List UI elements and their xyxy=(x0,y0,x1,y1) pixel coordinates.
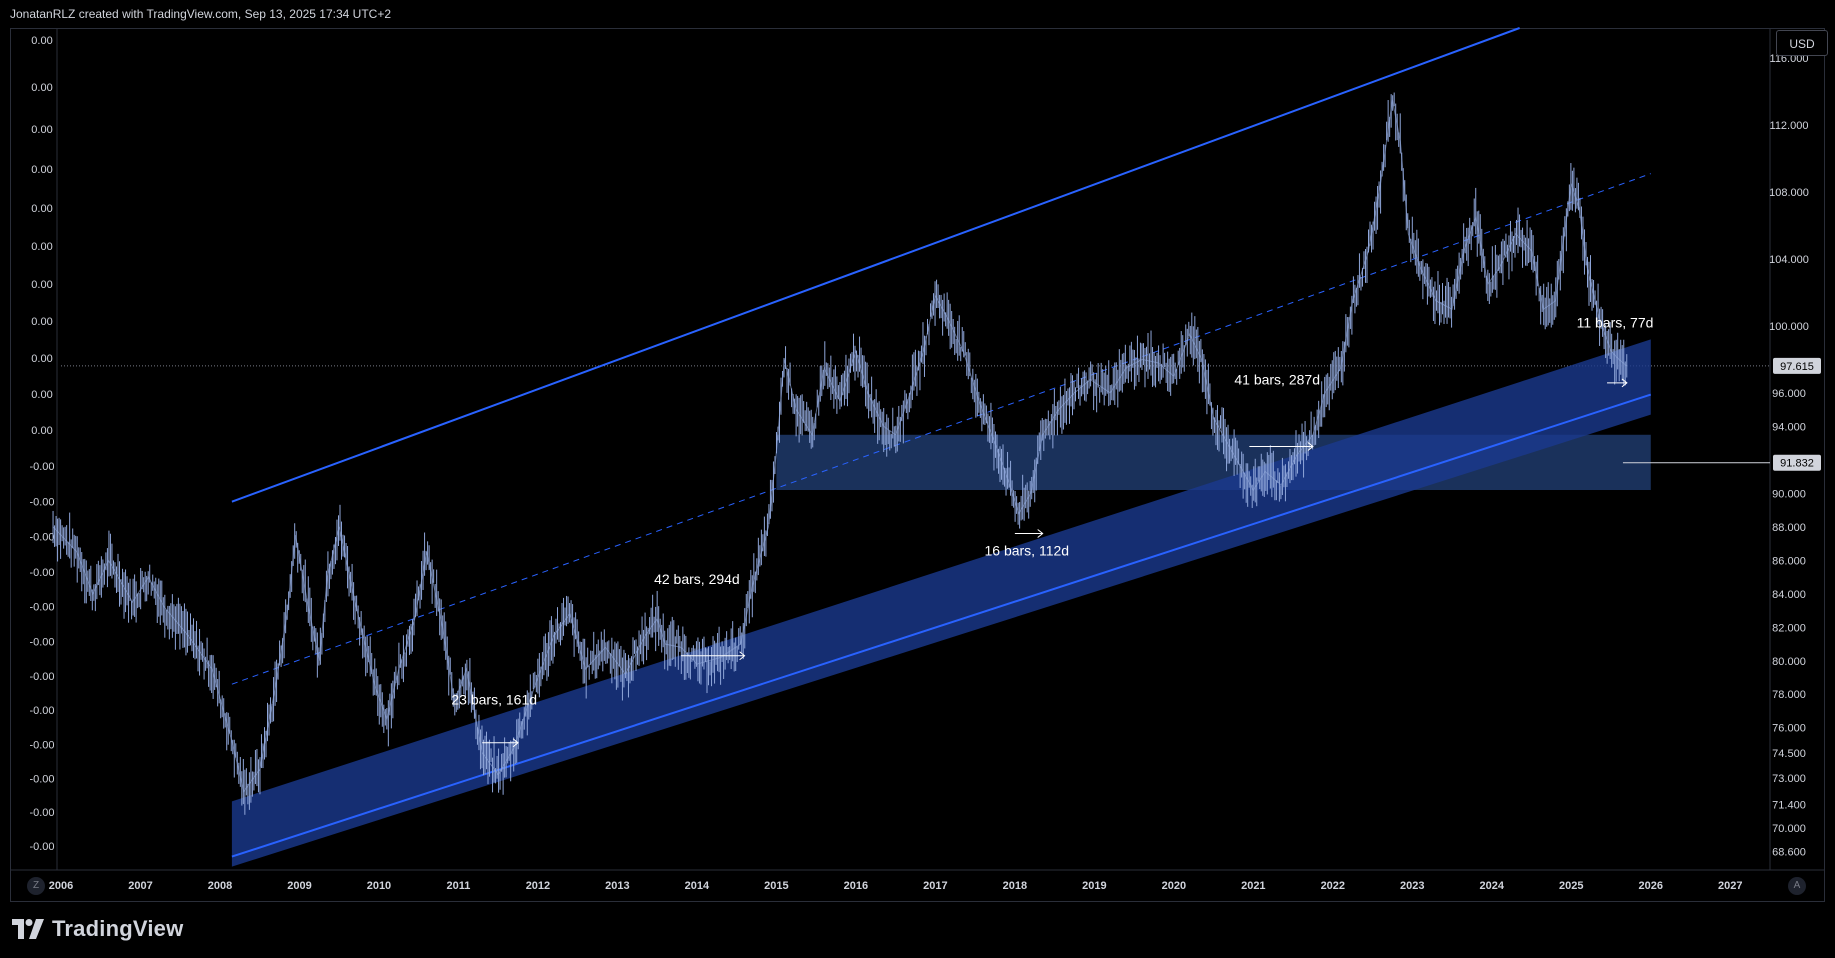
left-tick-label: 0.00 xyxy=(31,353,52,365)
x-tick-label: 2024 xyxy=(1480,880,1505,892)
left-tick-label: -0.00 xyxy=(29,567,54,579)
right-tick-label: 68.600 xyxy=(1772,847,1806,859)
x-tick-label: 2022 xyxy=(1321,880,1345,892)
bars-pattern-label[interactable]: 23 bars, 161d xyxy=(451,691,537,707)
x-tick-label: 2018 xyxy=(1003,880,1027,892)
left-tick-label: -0.00 xyxy=(29,773,54,785)
left-tick-label: 0.00 xyxy=(31,425,52,437)
right-tick-label: 80.000 xyxy=(1772,656,1806,668)
channel-median-line[interactable] xyxy=(231,173,1651,685)
right-tick-label: 84.000 xyxy=(1772,589,1806,601)
right-tick-label: 96.000 xyxy=(1772,388,1806,400)
bars-pattern-label[interactable]: 16 bars, 112d xyxy=(984,542,1069,558)
x-tick-label: 2014 xyxy=(685,880,710,892)
bars-pattern-label[interactable]: 42 bars, 294d xyxy=(654,571,740,587)
bars-pattern-arrowhead xyxy=(1307,442,1314,451)
right-tick-label: 90.000 xyxy=(1772,488,1806,500)
right-tick-label: 86.000 xyxy=(1772,555,1806,567)
x-tick-label: 2016 xyxy=(844,880,868,892)
left-tick-label: 0.00 xyxy=(31,35,52,47)
channel-upper-line[interactable] xyxy=(231,27,1520,503)
left-tick-label: 0.00 xyxy=(31,316,52,328)
channel-lower-line[interactable] xyxy=(231,393,1652,858)
left-tick-label: -0.00 xyxy=(29,636,54,648)
x-tick-label: 2020 xyxy=(1162,880,1186,892)
left-tick-label: 0.00 xyxy=(31,389,52,401)
left-tick-label: -0.00 xyxy=(29,807,54,819)
right-tick-label: 74.500 xyxy=(1772,748,1806,760)
bars-pattern-label[interactable]: 11 bars, 77d xyxy=(1577,315,1654,331)
x-tick-label: 2006 xyxy=(49,880,73,892)
x-tick-label: 2015 xyxy=(764,880,788,892)
bars-pattern-arrowhead xyxy=(512,738,519,748)
zone-price-text: 91.832 xyxy=(1780,458,1814,470)
last-price-tag xyxy=(1773,357,1821,374)
left-tick-label: -0.00 xyxy=(29,532,54,544)
tradingview-logo[interactable]: TradingView xyxy=(12,914,183,944)
left-tick-label: -0.00 xyxy=(29,461,54,473)
left-tick-label: 0.00 xyxy=(31,203,52,215)
left-tick-label: 0.00 xyxy=(31,164,52,176)
bars-pattern-arrowhead xyxy=(1621,378,1628,388)
right-tick-label: 116.000 xyxy=(1770,53,1809,65)
chart-attribution: JonatanRLZ created with TradingView.com,… xyxy=(10,7,392,21)
x-tick-label: 2008 xyxy=(208,880,232,892)
left-tick-label: -0.00 xyxy=(29,739,54,751)
x-tick-label: 2011 xyxy=(447,880,471,892)
tradingview-logo-text: TradingView xyxy=(52,916,184,941)
left-tick-label: 0.00 xyxy=(31,241,52,253)
right-tick-label: 94.000 xyxy=(1772,421,1806,433)
chart-frame xyxy=(10,28,1825,902)
bars-pattern-arrowhead xyxy=(739,651,746,661)
currency-button[interactable]: USD xyxy=(1776,30,1828,56)
right-tick-label: 71.400 xyxy=(1772,800,1806,812)
timezone-button[interactable]: Z xyxy=(27,877,45,895)
left-tick-label: 0.00 xyxy=(31,82,52,94)
x-tick-label: 2013 xyxy=(605,880,629,892)
left-tick-label: -0.00 xyxy=(29,671,54,683)
left-tick-label: -0.00 xyxy=(29,496,54,508)
zone-price-tag xyxy=(1773,454,1821,471)
left-tick-label: -0.00 xyxy=(29,602,54,614)
right-tick-label: 73.000 xyxy=(1772,773,1806,785)
price-line xyxy=(52,99,1628,793)
right-tick-label: 78.000 xyxy=(1772,689,1806,701)
left-tick-label: 0.00 xyxy=(31,124,52,136)
bars-pattern-label[interactable]: 41 bars, 287d xyxy=(1234,372,1320,388)
right-tick-label: 104.000 xyxy=(1769,254,1809,266)
bars-pattern-arrowhead xyxy=(1037,529,1044,538)
right-tick-label: 70.000 xyxy=(1772,823,1806,835)
x-tick-label: 2012 xyxy=(526,880,550,892)
right-tick-label: 100.000 xyxy=(1769,321,1809,333)
right-tick-label: 76.000 xyxy=(1772,723,1806,735)
x-tick-label: 2019 xyxy=(1082,880,1106,892)
x-tick-label: 2017 xyxy=(923,880,947,892)
left-tick-label: 0.00 xyxy=(31,279,52,291)
x-tick-label: 2023 xyxy=(1400,880,1424,892)
right-tick-label: 88.000 xyxy=(1772,522,1806,534)
x-tick-label: 2025 xyxy=(1559,880,1583,892)
left-tick-label: -0.00 xyxy=(29,841,54,853)
x-tick-label: 2026 xyxy=(1639,880,1663,892)
x-tick-label: 2010 xyxy=(367,880,391,892)
right-tick-label: 82.000 xyxy=(1772,622,1806,634)
tradingview-logo-icon xyxy=(12,919,44,939)
x-tick-label: 2027 xyxy=(1718,880,1742,892)
x-tick-label: 2021 xyxy=(1241,880,1265,892)
right-tick-label: 108.000 xyxy=(1769,187,1809,199)
left-tick-label: -0.00 xyxy=(29,705,54,717)
x-tick-label: 2009 xyxy=(287,880,311,892)
x-tick-label: 2007 xyxy=(128,880,152,892)
last-price-text: 97.615 xyxy=(1780,361,1814,373)
right-tick-label: 112.000 xyxy=(1770,120,1809,132)
auto-scale-button[interactable]: A xyxy=(1788,877,1806,895)
